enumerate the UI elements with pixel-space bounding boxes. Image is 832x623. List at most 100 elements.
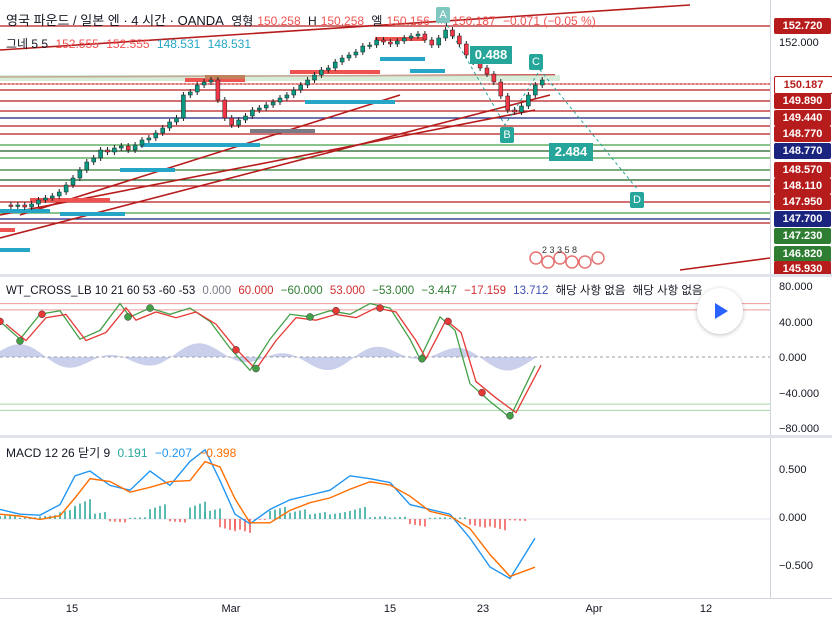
wt-tick-m80: −80.000 <box>779 423 820 435</box>
price-scale[interactable]: 152.000 152.720 150.187 149.890 149.440 148.… <box>770 0 832 277</box>
candle-body <box>257 107 262 111</box>
candle-body <box>277 97 283 103</box>
candle-body <box>36 199 41 205</box>
low-value: 150.156 <box>386 14 430 28</box>
gn-v3: 148.531 <box>156 37 201 51</box>
candle-body <box>381 39 386 43</box>
wt-v0: 0.000 <box>202 285 232 297</box>
symbol-legend: 영국 파운드 / 일본 엔 · 4 시간 · OANDA 영형 150.258 H… <box>6 10 600 29</box>
swing-bar <box>0 209 50 213</box>
close-value: 150.187 <box>452 14 496 28</box>
candle-body <box>374 39 379 46</box>
candle-body <box>526 94 531 107</box>
swing-bar <box>410 69 445 73</box>
macd-legend: MACD 12 26 닫기 9 0.191 −0.207 −0.398 <box>6 444 240 461</box>
swing-bar <box>305 100 395 104</box>
high-value: 150.258 <box>320 14 365 28</box>
candle-body <box>491 73 497 83</box>
price-label: 147.950 <box>774 194 831 210</box>
macd-scale[interactable]: 0.500 0.000 −0.500 <box>770 438 832 598</box>
point-a-label[interactable]: A <box>436 7 450 23</box>
candle-body <box>401 37 407 42</box>
macd-pane[interactable] <box>0 438 770 598</box>
price-label: 148.770 <box>774 143 831 159</box>
open-value: 150.258 <box>257 14 301 28</box>
candle-body <box>305 79 310 86</box>
candle-body <box>498 81 504 97</box>
point-b-label[interactable]: B <box>500 127 514 143</box>
candle-body <box>105 149 110 153</box>
time-axis[interactable] <box>0 598 832 623</box>
candle-body <box>181 94 186 119</box>
candle-body <box>84 161 90 171</box>
candle-body <box>243 115 248 121</box>
swing-bar <box>30 198 110 202</box>
pane-separator-1[interactable] <box>0 274 832 277</box>
gn-legend: 그네 5 5 152.555 152.555 148.531 148.531 <box>6 35 255 52</box>
wt-plot[interactable] <box>0 277 770 435</box>
point-d-label[interactable]: D <box>630 192 644 208</box>
play-icon <box>715 303 728 319</box>
candle-body <box>464 43 469 56</box>
candle-body <box>160 127 165 134</box>
wt-tick-40: 40.000 <box>779 317 813 329</box>
candle-body <box>146 137 152 141</box>
time-tick-15b: 15 <box>383 603 397 615</box>
price-label: 149.440 <box>774 110 831 126</box>
candle-body <box>153 132 159 139</box>
zone-band <box>0 75 560 81</box>
trend-line <box>679 257 770 271</box>
wt-tick-m40: −40.000 <box>779 388 820 400</box>
macd-plot[interactable] <box>0 438 770 598</box>
time-tick-23: 23 <box>476 603 490 615</box>
wt-cross-dot <box>306 313 314 321</box>
measure-box-2[interactable]: 2.484 <box>549 143 593 161</box>
play-button[interactable] <box>697 288 743 334</box>
price-label: 147.700 <box>774 211 831 227</box>
time-tick-mar: Mar <box>221 603 241 615</box>
gn-v1: 152.555 <box>55 37 99 51</box>
wt-cross-dot <box>0 317 4 326</box>
wt-pane[interactable] <box>0 277 770 435</box>
candle-body <box>201 81 207 86</box>
price-pane[interactable] <box>0 0 770 274</box>
candle-body <box>174 117 179 123</box>
wt-cross-dot <box>332 306 340 315</box>
candle-body <box>229 117 234 126</box>
symbol-title: 영국 파운드 / 일본 엔 · 4 시간 · OANDA <box>6 13 224 28</box>
wave-circle <box>591 251 605 265</box>
candle-body <box>408 35 414 39</box>
point-c-label[interactable]: C <box>529 54 543 70</box>
wt-cross-dot <box>506 411 514 420</box>
candle-body <box>415 33 421 37</box>
candle-body <box>519 105 524 113</box>
wt-v2: −60.000 <box>280 285 323 297</box>
price-plot[interactable] <box>0 0 770 274</box>
wt-cross-dot <box>376 304 384 312</box>
wt-cross-dot <box>444 317 452 326</box>
wt-cross-dot <box>418 355 426 363</box>
gn-name: 그네 5 5 <box>6 37 49 51</box>
wt-scale[interactable]: 80.000 40.000 0.000 −40.000 −80.000 <box>770 277 832 435</box>
wt-cross-dot <box>252 364 260 373</box>
price-label: 145.930 <box>774 261 831 277</box>
price-label: 149.890 <box>774 93 831 109</box>
candle-body <box>56 191 62 197</box>
candle-body <box>270 101 276 106</box>
candle-body <box>77 169 83 179</box>
candle-body <box>484 67 490 75</box>
candle-body <box>29 203 34 208</box>
candle-body <box>139 139 145 146</box>
price-label: 146.820 <box>774 246 831 262</box>
swing-bar <box>185 78 245 82</box>
swing-bar <box>380 57 425 61</box>
candle-body <box>422 33 428 41</box>
trend-line <box>0 4 691 51</box>
macd-name: MACD 12 26 닫기 9 <box>6 446 111 460</box>
candle-body <box>188 91 193 96</box>
measure-box-1[interactable]: 0.488 <box>470 46 512 64</box>
open-label: 영형 <box>231 14 254 28</box>
candle-body <box>326 67 331 71</box>
pane-separator-2[interactable] <box>0 435 832 438</box>
time-tick-apr: Apr <box>585 603 603 615</box>
